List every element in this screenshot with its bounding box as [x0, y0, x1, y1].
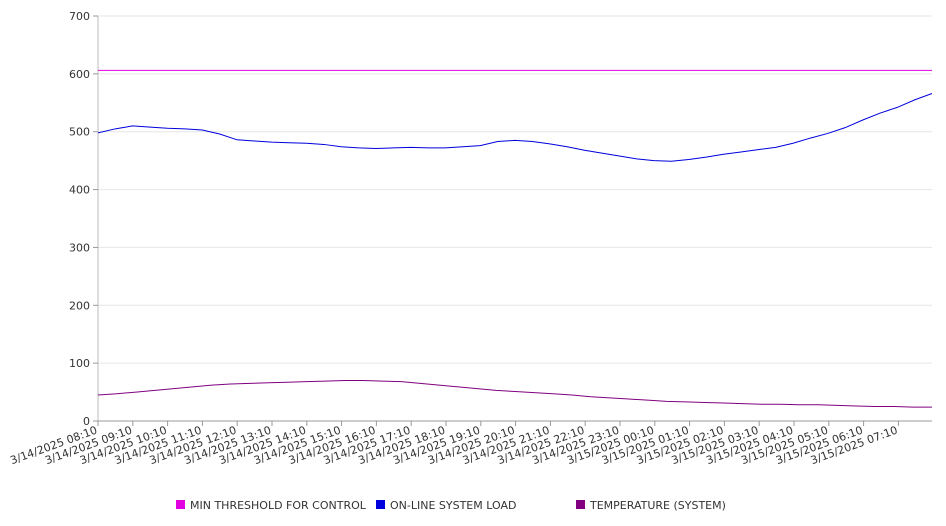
axes — [97, 16, 932, 422]
legend: MIN THRESHOLD FOR CONTROL ON-LINE SYSTEM … — [176, 499, 726, 512]
y-tick-label: 300 — [69, 241, 90, 254]
y-tick-label: 400 — [69, 184, 90, 197]
y-axis-ticks: 0 100 200 300 400 500 600 700 — [69, 10, 98, 428]
legend-swatch — [576, 500, 585, 509]
y-tick-label: 200 — [69, 299, 90, 312]
y-tick-label: 700 — [69, 10, 90, 23]
legend-label: TEMPERATURE (SYSTEM) — [589, 499, 726, 512]
series-line — [97, 93, 933, 162]
legend-swatch — [176, 500, 185, 509]
y-tick-label: 100 — [69, 357, 90, 370]
legend-label: MIN THRESHOLD FOR CONTROL — [190, 499, 367, 512]
grid-lines — [98, 15, 932, 364]
legend-swatch — [376, 500, 385, 509]
series-line — [97, 380, 932, 408]
y-tick-label: 600 — [69, 68, 90, 81]
legend-label: ON-LINE SYSTEM LOAD — [390, 499, 516, 512]
series-lines — [97, 69, 933, 408]
x-axis-ticks: 3/14/2025 08:103/14/2025 09:103/14/2025 … — [8, 421, 899, 467]
y-tick-label: 0 — [83, 415, 90, 428]
y-tick-label: 500 — [69, 126, 90, 139]
